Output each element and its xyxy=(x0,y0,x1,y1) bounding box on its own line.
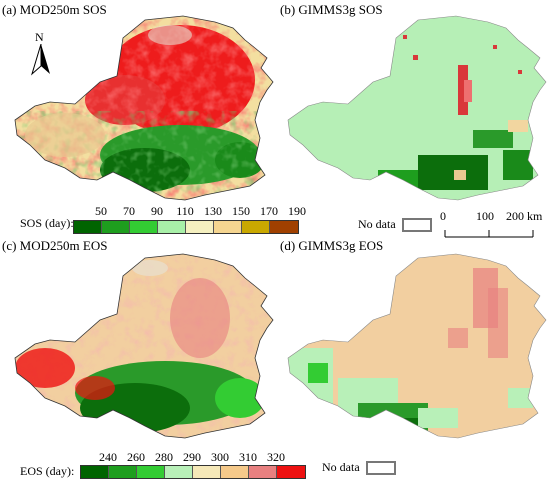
eos-color-bar xyxy=(80,465,306,479)
eos-swatch-1 xyxy=(81,466,109,478)
no-data-swatch xyxy=(365,461,396,476)
eos-no-data-legend: No data xyxy=(322,460,396,476)
eos-legend-label: EOS (day): xyxy=(20,464,75,478)
map-gimms3g-sos xyxy=(287,15,547,201)
panel-d-title: (d) GIMMS3g EOS xyxy=(280,238,384,253)
eos-tick-7: 320 xyxy=(267,450,285,464)
sos-swatch-1 xyxy=(74,221,102,233)
scale-bar: 0 100 200 km xyxy=(440,209,550,239)
eos-swatch-8 xyxy=(277,466,305,478)
eos-legend: EOS (day): 240 260 280 290 300 310 320 xyxy=(20,448,340,479)
eos-legend-ticks: 240 260 280 290 300 310 320 xyxy=(80,450,310,464)
sos-swatch-6 xyxy=(214,221,242,233)
sos-tick-5: 130 xyxy=(204,204,222,218)
scale-bar-line xyxy=(444,230,534,238)
sos-tick-8: 190 xyxy=(288,204,306,218)
sos-no-data-legend: No data xyxy=(358,217,432,233)
sos-tick-4: 110 xyxy=(176,204,194,218)
sos-legend-ticks: 50 70 90 110 130 150 170 190 xyxy=(73,204,306,218)
panel-c-title: (c) MOD250m EOS xyxy=(2,238,108,253)
eos-swatch-5 xyxy=(193,466,221,478)
eos-swatch-7 xyxy=(249,466,277,478)
north-label: N xyxy=(35,30,44,44)
eos-swatch-3 xyxy=(137,466,165,478)
sos-color-bar xyxy=(73,220,299,234)
scale-label-200: 200 km xyxy=(506,209,543,223)
sos-swatch-5 xyxy=(186,221,214,233)
eos-tick-5: 300 xyxy=(211,450,229,464)
eos-tick-3: 280 xyxy=(155,450,173,464)
sos-swatch-8 xyxy=(270,221,298,233)
map-mod250m-eos xyxy=(14,253,274,439)
no-data-swatch xyxy=(401,218,432,233)
panel-b-title: (b) GIMMS3g SOS xyxy=(280,2,383,17)
sos-tick-2: 70 xyxy=(123,204,135,218)
sos-tick-1: 50 xyxy=(95,204,107,218)
map-mod250m-sos xyxy=(14,15,274,201)
eos-tick-6: 310 xyxy=(239,450,257,464)
sos-swatch-7 xyxy=(242,221,270,233)
scale-label-0: 0 xyxy=(440,209,446,223)
map-gimms3g-eos xyxy=(287,253,547,439)
sos-tick-6: 150 xyxy=(232,204,250,218)
scale-label-100: 100 xyxy=(476,209,494,223)
north-arrow: N xyxy=(26,30,56,76)
sos-legend-label: SOS (day): xyxy=(20,216,74,230)
eos-tick-1: 240 xyxy=(99,450,117,464)
sos-swatch-3 xyxy=(130,221,158,233)
panel-a-title: (a) MOD250m SOS xyxy=(2,2,107,17)
eos-no-data-label: No data xyxy=(322,460,360,474)
sos-tick-3: 90 xyxy=(151,204,163,218)
eos-swatch-4 xyxy=(165,466,193,478)
sos-swatch-4 xyxy=(158,221,186,233)
eos-swatch-2 xyxy=(109,466,137,478)
sos-legend: SOS (day): 50 70 90 110 130 150 170 190 xyxy=(20,204,340,240)
eos-swatch-6 xyxy=(221,466,249,478)
eos-tick-4: 290 xyxy=(183,450,201,464)
sos-swatch-2 xyxy=(102,221,130,233)
sos-no-data-label: No data xyxy=(358,217,396,231)
north-arrow-icon xyxy=(31,44,50,76)
sos-tick-7: 170 xyxy=(260,204,278,218)
eos-tick-2: 260 xyxy=(127,450,145,464)
